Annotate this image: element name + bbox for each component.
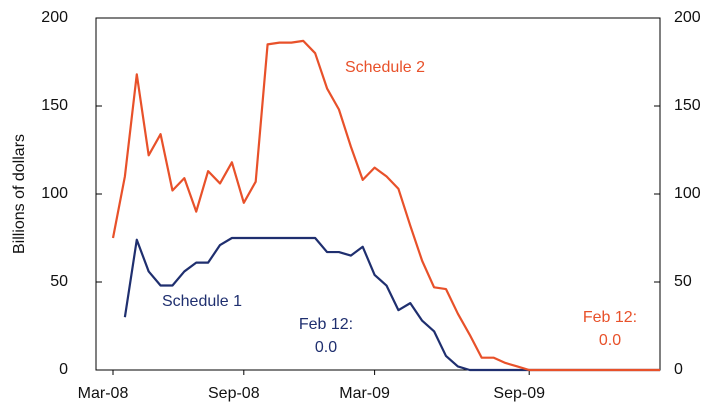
y-tick-label: 0 xyxy=(59,361,68,378)
y-tick-label: 200 xyxy=(41,9,68,26)
y2-tick-label: 100 xyxy=(674,185,701,202)
series-line xyxy=(111,39,660,372)
y-tick-label: 100 xyxy=(41,185,68,202)
y-tick-label: 50 xyxy=(50,273,68,290)
y2-tick-label: 50 xyxy=(674,273,692,290)
annotation: Feb 12: xyxy=(299,316,353,333)
x-tick-label: Sep-08 xyxy=(208,385,260,402)
series-label: Schedule 1 xyxy=(162,293,242,310)
annotation: Feb 12: xyxy=(583,309,637,326)
annotation: 0.0 xyxy=(315,339,337,356)
x-tick-label: Mar-09 xyxy=(339,385,390,402)
annotation: 0.0 xyxy=(599,332,621,349)
y2-tick-label: 150 xyxy=(674,97,701,114)
y2-tick-label: 0 xyxy=(674,361,683,378)
x-tick-label: Sep-09 xyxy=(493,385,545,402)
y-axis-label: Billions of dollars xyxy=(11,134,28,254)
y-tick-label: 150 xyxy=(41,97,68,114)
series-label: Schedule 2 xyxy=(345,59,425,76)
x-tick-label: Mar-08 xyxy=(78,385,129,402)
y2-tick-label: 200 xyxy=(674,9,701,26)
